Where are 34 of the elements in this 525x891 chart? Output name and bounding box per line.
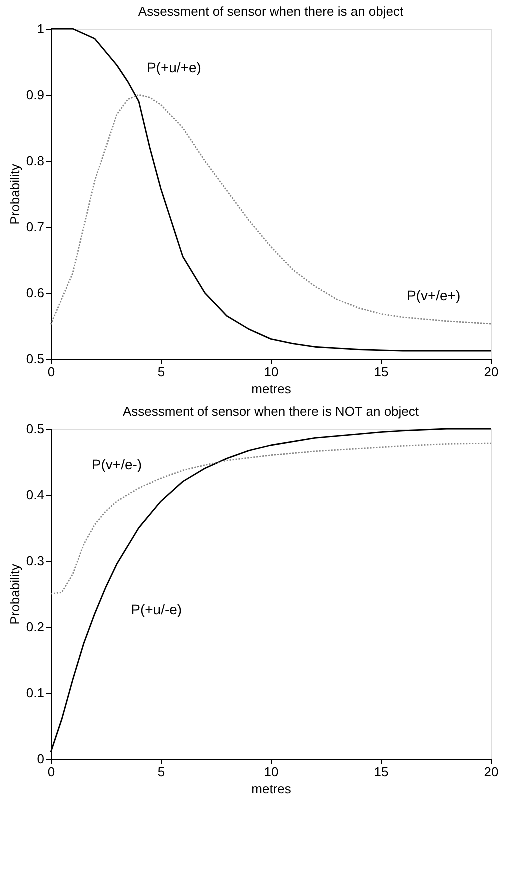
x-tick-label: 0 (48, 364, 56, 380)
x-tick-label: 10 (264, 364, 279, 380)
chart-title: Assessment of sensor when there is NOT an object (122, 404, 420, 419)
x-tick-label: 5 (158, 764, 166, 780)
x-tick-label: 15 (374, 764, 389, 780)
line-series (50, 442, 492, 595)
x-tick-label: 10 (264, 764, 279, 780)
y-tick-label: 1 (37, 22, 44, 36)
y-tick-label: 0.7 (26, 220, 44, 234)
y-tick-label: 0.5 (26, 422, 44, 436)
x-axis-title: metres (252, 382, 292, 396)
y-tick-label: 0 (37, 752, 44, 766)
series-label: P(v+/e-) (92, 456, 142, 472)
y-tick-label: 0.4 (26, 488, 44, 502)
y-tick-label: 0.2 (26, 620, 44, 634)
y-tick-label: 0.6 (26, 286, 44, 300)
x-tick-label: 20 (484, 364, 499, 380)
y-tick-label: 0.1 (26, 686, 44, 700)
x-tick-label: 15 (374, 364, 389, 380)
x-tick-label: 20 (484, 764, 499, 780)
x-tick-label: 0 (48, 764, 56, 780)
y-tick-label: 0.8 (26, 154, 44, 168)
line-series (50, 94, 492, 326)
y-tick-label: 0.5 (26, 352, 44, 366)
x-tick-label: 5 (158, 364, 166, 380)
series-label: P(+u/+e) (146, 60, 202, 76)
y-axis-title: Probability (7, 564, 22, 625)
text: P(+u/-e) (131, 602, 182, 618)
y-tick-label: 0.3 (26, 554, 44, 568)
y-axis-title: Probability (7, 164, 22, 225)
y-tick-label: 0.9 (26, 88, 44, 102)
x-axis-title: metres (252, 782, 292, 796)
chart-title: Assessment of sensor when there is an object (138, 4, 404, 19)
series-label: P(v+/e+) (406, 287, 461, 304)
